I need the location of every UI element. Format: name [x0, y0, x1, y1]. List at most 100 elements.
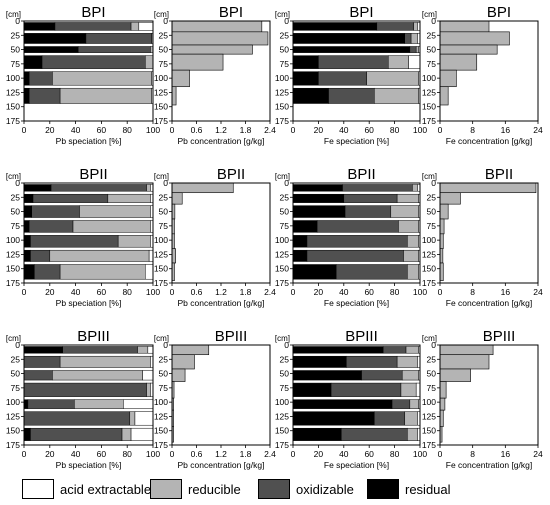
panel-bpii-fe-speciation-ytick-label-25: 25: [280, 192, 290, 202]
panel-bpii-pb-speciation-bar-7-acid: [145, 264, 154, 280]
panel-bpiii-pb-concentration-ytick-label-50: 50: [159, 369, 169, 379]
panel-bpiii-pb-speciation-xtick-label-1: 20: [45, 449, 55, 459]
panel-bpi-fe-concentration-frame: [439, 20, 539, 122]
panel-bpii-fe-speciation-ytick-label-175: 175: [275, 278, 289, 288]
panel-bpiii-pb-concentration-bar-1: [171, 344, 210, 356]
panel-bpiii-fe-concentration-ytick-label-125: 125: [422, 411, 436, 421]
panel-bpii-pb-concentration-xtick-label-3: 1.8: [240, 287, 252, 297]
panel-bpiii-pb-speciation-bar-6-oxidizable: [23, 411, 131, 426]
panel-bpi-pb-speciation-bar-1-reducible: [130, 22, 140, 31]
panel-bpii-fe-speciation-bar-1-residual: [292, 184, 343, 192]
panel-bpiii-fe-speciation-xtick-label-4: 80: [390, 449, 400, 459]
panel-bpiii-pb-concentration-bar-2: [171, 354, 195, 370]
panel-bpiii-fe-speciation-ytick-label-50: 50: [280, 369, 290, 379]
panel-bpiii-fe-speciation-frame: [292, 344, 421, 446]
panel-bpiii-pb-speciation-xtick-label-2: 40: [71, 449, 81, 459]
panel-bpii-pb-speciation-xtick-label-4: 80: [122, 287, 132, 297]
panel-bpiii-pb-concentration-xtick-label-0: 0: [170, 449, 175, 459]
panel-bpii-fe-speciation-bar-2-oxidizable: [343, 193, 398, 203]
panel-bpiii-pb-speciation-bar-7-acid: [130, 427, 154, 441]
legend-item-oxidizable: oxidizable: [258, 478, 354, 500]
panel-bpiii-fe-speciation-bar-4-acid: [415, 382, 421, 397]
panel-bpii-fe-concentration-ytick-label-125: 125: [422, 249, 436, 259]
panel-bpii-fe-concentration-bar-3: [439, 203, 449, 220]
panel-bpi-fe-concentration-ytick-label-125: 125: [422, 87, 436, 97]
panel-bpi-fe-speciation-bar-5-residual: [292, 71, 319, 86]
panel-bpii-pb-speciation-xtick-label-2: 40: [71, 287, 81, 297]
panel-bpii-fe-speciation-ytick-label-0: 0: [284, 178, 289, 188]
panel-bpi-pb-speciation-depth-unit: [cm]: [6, 10, 21, 19]
panel-bpi-pb-speciation-xtick-label-2: 40: [71, 125, 81, 135]
panel-bpi-fe-concentration-bar-2: [439, 31, 510, 46]
panel-bpi-fe-concentration-ytick-label-25: 25: [427, 30, 437, 40]
panel-bpii-fe-concentration-ytick-label-75: 75: [427, 221, 437, 231]
panel-bpiii-fe-concentration-xtick-label-1: 8: [470, 449, 475, 459]
panel-bpi-fe-speciation-xtick-label-3: 60: [364, 125, 374, 135]
panel-bpii-pb-speciation-bar-1-reducible: [146, 184, 151, 192]
panel-bpii-fe-speciation-ytick-label-100: 100: [275, 235, 289, 245]
panel-bpii-pb-concentration-ytick-label-75: 75: [159, 221, 169, 231]
panel-bpiii-pb-concentration-depth-unit: [cm]: [154, 334, 169, 343]
panel-bpi-fe-speciation-bar-2-reducible: [410, 33, 418, 44]
panel-bpiii-pb-speciation-bar-1-reducible: [137, 346, 149, 354]
panel-bpi-pb-speciation-bar-5-reducible: [52, 71, 152, 86]
panel-bpi-fe-speciation-bar-1-oxidizable: [376, 22, 414, 31]
legend: acid extractable reducible oxidizable resid…: [0, 470, 550, 505]
panel-bpii-pb-concentration-xtick-label-2: 1.2: [215, 287, 227, 297]
panel-bpi-fe-concentration-ytick-label-75: 75: [427, 59, 437, 69]
panel-bpiii-pb-concentration-ytick-label-175: 175: [154, 440, 168, 450]
panel-bpiii-fe-concentration-ytick-label-100: 100: [422, 397, 436, 407]
legend-label-oxidizable: oxidizable: [296, 481, 354, 497]
panel-bpii-fe-speciation-xtick-label-5: 100: [413, 287, 427, 297]
legend-label-reducible: reducible: [188, 481, 241, 497]
panel-bpi-fe-speciation-bar-6-reducible: [374, 87, 419, 104]
panel-bpi-fe-speciation-bar-4-oxidizable: [318, 55, 389, 69]
panel-bpiii-pb-speciation-ytick-label-175: 175: [6, 440, 20, 450]
panel-bpii-pb-speciation-bar-6-oxidizable: [30, 249, 51, 262]
panel-bpiii-pb-concentration-ytick-label-0: 0: [163, 340, 168, 350]
panel-bpii-pb-concentration-title: BPII: [217, 166, 245, 183]
panel-bpiii-fe-speciation-bar-5-oxidizable: [391, 399, 411, 409]
panel-bpii-fe-concentration-frame: [439, 182, 539, 284]
panel-bpiii-fe-concentration-ytick-label-150: 150: [422, 426, 436, 436]
panel-bpii-fe-concentration-bar-4: [439, 218, 445, 235]
panel-bpi-pb-speciation-ytick-label-175: 175: [6, 116, 20, 126]
panel-bpii-pb-speciation-bar-4-reducible: [72, 220, 151, 233]
panel-bpiii-fe-speciation-xlabel: Fe speciation [%]: [324, 460, 389, 470]
panel-bpi-pb-speciation-bar-4-oxidizable: [41, 55, 146, 69]
panel-bpii-pb-speciation-frame: [23, 182, 154, 284]
panel-bpii-pb-concentration-xtick-label-4: 2.4: [264, 287, 276, 297]
panel-bpiii-pb-concentration-ytick-label-75: 75: [159, 383, 169, 393]
panel-bpii-pb-speciation-bar-3-reducible: [79, 205, 151, 218]
panel-bpi-fe-speciation-ytick-label-0: 0: [284, 16, 289, 26]
panel-bpi-fe-concentration-bar-3: [439, 44, 498, 55]
panel-bpi-fe-speciation-xtick-label-0: 0: [291, 125, 296, 135]
panel-bpi-pb-speciation-bar-6-oxidizable: [28, 87, 61, 104]
panel-bpii-pb-speciation-bar-5-residual: [23, 235, 31, 248]
panel-bpiii-pb-speciation-xtick-label-5: 100: [146, 449, 160, 459]
panel-bpi-pb-concentration-bar-2: [171, 31, 269, 46]
panel-bpii-pb-concentration-ytick-label-50: 50: [159, 207, 169, 217]
panel-bpi-fe-concentration-ytick-label-0: 0: [431, 16, 436, 26]
panel-bpiii-pb-speciation-ytick-label-125: 125: [6, 411, 20, 421]
panel-bpii-pb-speciation-bar-3-residual: [23, 205, 32, 218]
panel-bpii-pb-speciation-xtick-label-1: 20: [45, 287, 55, 297]
panel-bpiii-fe-speciation-bar-2-residual: [292, 355, 347, 368]
panel-bpi-pb-speciation-ytick-label-125: 125: [6, 87, 20, 97]
panel-bpi-fe-concentration-xtick-label-1: 8: [470, 125, 475, 135]
panel-bpi-pb-concentration-title: BPI: [219, 4, 243, 21]
panel-bpiii-fe-speciation-ytick-label-125: 125: [275, 411, 289, 421]
panel-bpii-pb-speciation-ytick-label-25: 25: [11, 192, 21, 202]
panel-bpii-pb-concentration-bar-2: [171, 192, 183, 205]
panel-bpiii-pb-concentration-ytick-label-125: 125: [154, 411, 168, 421]
panel-bpii-fe-speciation-xlabel: Fe speciation [%]: [324, 298, 389, 308]
legend-swatch-oxidizable: [258, 479, 290, 499]
panel-bpiii-fe-concentration-bar-1: [439, 344, 494, 356]
panel-bpii-pb-concentration-frame: [171, 182, 271, 284]
panel-bpi-pb-speciation-bar-2-oxidizable: [85, 33, 152, 44]
panel-bpii-pb-concentration-ytick-label-0: 0: [163, 178, 168, 188]
panel-bpii-fe-speciation-depth-unit: [cm]: [275, 172, 290, 181]
panel-bpi-fe-concentration-xtick-label-2: 16: [501, 125, 511, 135]
panel-bpii-fe-speciation-bar-6-reducible: [403, 249, 419, 262]
panel-bpi-fe-speciation-frame: [292, 20, 421, 122]
